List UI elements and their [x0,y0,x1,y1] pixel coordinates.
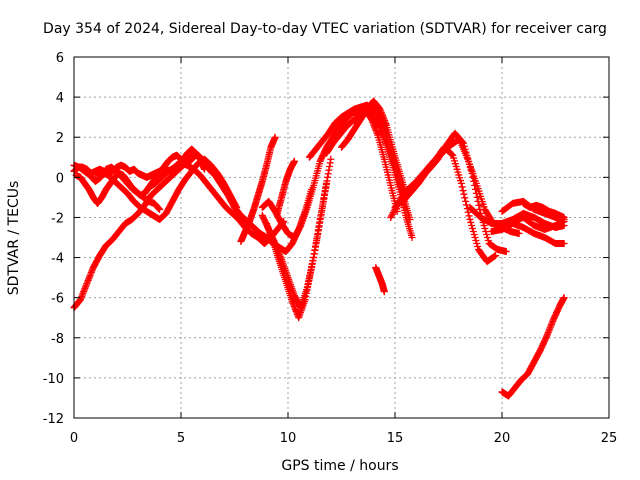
x-tick-label: 10 [280,431,297,446]
data-point [474,197,482,205]
data-point [472,237,480,245]
series-arc-12 [305,101,416,241]
plot-frame [73,56,610,419]
data-point [408,234,416,241]
data-point [471,181,479,189]
data-point [460,142,468,150]
data-point [459,187,467,195]
data-point [470,230,478,238]
chart-title: Day 354 of 2024, Sidereal Day-to-day VTE… [43,21,607,37]
data-point [406,215,414,223]
data-point [473,193,481,201]
data-point [471,185,479,193]
series-arc-09 [263,155,335,322]
data-point [327,155,335,163]
series-arc-19 [466,203,568,231]
series-arc-23 [519,199,568,221]
data-point [481,224,489,232]
y-axis-label: SDTVAR / TECUs [6,181,22,296]
data-point [465,157,473,165]
data-point [201,165,209,173]
data-point [461,145,469,153]
data-point [474,243,482,251]
x-axis-label: GPS time / hours [281,458,398,474]
data-point [560,240,568,248]
data-point [492,252,500,260]
data-point [475,201,483,209]
x-tick-label: 20 [494,431,511,446]
data-point [468,169,476,177]
data-point [448,150,456,158]
series-arc-18 [397,143,500,266]
axis-ticks: 0 5 10 15 20 25 -12 -10 -8 -6 -4 -2 0 2 4 6 [43,51,618,446]
data-point [271,133,279,141]
series-arc-24 [498,294,568,400]
data-point [560,294,568,302]
y-tick-label: -2 [51,211,64,226]
data-point [465,212,473,220]
data-point [462,197,470,205]
data-point [484,237,492,245]
data-point [464,154,472,162]
y-tick-label: 6 [56,51,64,66]
y-tick-label: -8 [51,332,64,347]
data-point [502,248,510,256]
data-point [290,157,298,165]
data-point [461,194,469,202]
x-tick-label: 25 [601,431,618,446]
x-tick-label: 0 [70,431,78,446]
data-points [70,97,568,400]
data-point [468,224,476,232]
data-point [460,190,468,198]
series-arc-07 [237,133,279,246]
data-point [467,218,475,226]
data-point [466,163,474,171]
x-tick-label: 5 [177,431,185,446]
data-point [471,234,479,241]
data-point [464,208,472,216]
y-tick-label: 0 [56,171,64,186]
series-arc-15 [372,264,388,296]
data-point [380,288,388,296]
data-point [515,229,523,237]
y-tick-label: -6 [51,292,64,307]
data-point [480,221,488,229]
data-point [468,221,476,229]
gridlines [74,57,609,418]
data-point [465,160,473,168]
y-tick-label: -4 [51,252,64,267]
data-point [458,183,466,191]
data-point [457,179,465,187]
data-point [560,213,568,221]
data-point [462,148,470,156]
series-arc-20 [487,219,568,248]
data-point [469,173,477,181]
data-point [233,203,241,211]
data-point [469,227,477,235]
data-point [483,230,491,238]
data-point [459,138,467,146]
data-point [467,166,475,174]
data-point [459,139,467,147]
data-point [466,215,474,223]
data-point [483,234,491,241]
data-point [463,151,471,159]
data-point [473,240,481,248]
data-point [470,177,478,185]
data-point [476,205,484,213]
y-tick-label: 4 [56,91,64,106]
y-tick-label: 2 [56,131,64,146]
y-tick-label: -12 [43,412,64,427]
x-tick-label: 15 [387,431,404,446]
series-arc-11 [273,157,298,217]
y-tick-label: -10 [43,372,64,387]
data-point [156,205,164,213]
data-point [472,189,480,197]
